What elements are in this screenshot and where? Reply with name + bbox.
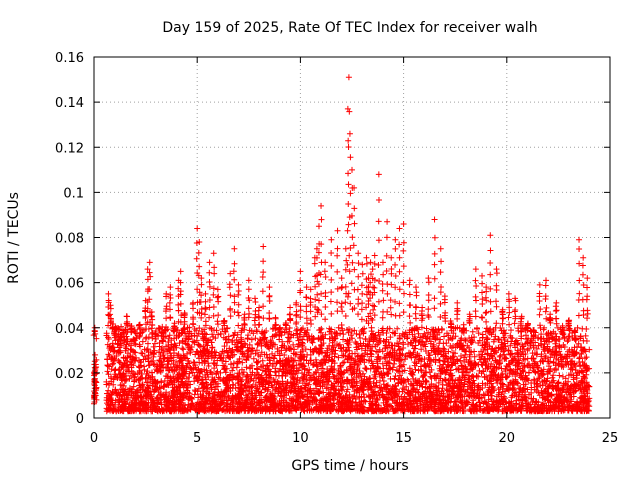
data-point	[181, 353, 188, 360]
data-point	[136, 382, 143, 389]
data-point	[104, 362, 111, 369]
data-point	[362, 365, 369, 372]
data-point	[418, 367, 425, 374]
data-point	[531, 376, 538, 383]
data-point	[340, 331, 347, 338]
data-point	[457, 357, 464, 364]
data-point	[495, 336, 502, 343]
data-point	[583, 354, 590, 361]
data-point	[583, 325, 590, 332]
data-point	[425, 363, 432, 370]
data-point	[191, 387, 198, 394]
data-points	[90, 74, 593, 415]
data-point	[190, 359, 197, 366]
data-point	[335, 324, 342, 331]
data-point	[280, 369, 287, 376]
data-point	[471, 353, 478, 360]
data-point	[400, 339, 407, 346]
data-point	[399, 385, 406, 392]
data-point	[380, 365, 387, 372]
data-point	[180, 346, 187, 353]
data-point	[222, 358, 229, 365]
data-point	[438, 327, 445, 334]
data-point	[239, 359, 246, 366]
data-point	[441, 333, 448, 340]
data-point	[244, 335, 251, 342]
data-point	[537, 335, 544, 342]
data-point	[141, 363, 148, 370]
data-point	[176, 340, 183, 347]
data-point	[166, 332, 173, 339]
data-point	[151, 340, 158, 347]
data-point	[233, 336, 240, 343]
data-point	[552, 340, 559, 347]
data-point	[357, 335, 364, 342]
data-point	[109, 340, 116, 347]
data-point	[335, 354, 342, 361]
data-point	[145, 325, 152, 332]
data-point	[363, 366, 370, 373]
data-point	[476, 352, 483, 359]
data-point	[248, 336, 255, 343]
data-point	[422, 347, 429, 354]
data-point	[221, 343, 228, 350]
data-point	[143, 370, 150, 377]
data-point	[336, 341, 343, 348]
data-point	[458, 352, 465, 359]
data-point	[291, 346, 298, 353]
data-point	[307, 351, 314, 358]
data-point	[254, 359, 261, 366]
data-point	[535, 389, 542, 396]
data-point	[137, 329, 144, 336]
data-point	[150, 361, 157, 368]
data-point	[400, 345, 407, 352]
data-point	[583, 338, 590, 345]
data-point	[138, 349, 145, 356]
data-point	[469, 328, 476, 335]
data-point	[229, 367, 236, 374]
data-point	[150, 343, 157, 350]
data-point	[274, 359, 281, 366]
data-point	[339, 359, 346, 366]
data-point	[435, 326, 442, 333]
data-point	[556, 372, 563, 379]
data-point	[391, 360, 398, 367]
data-point	[525, 345, 532, 352]
data-point	[203, 331, 210, 338]
data-point	[458, 362, 465, 369]
data-point	[144, 345, 151, 352]
data-point	[507, 327, 514, 334]
data-point	[382, 355, 389, 362]
data-point	[196, 325, 203, 332]
data-point	[470, 377, 477, 384]
data-point	[423, 325, 430, 332]
data-point	[340, 336, 347, 343]
data-point	[469, 373, 476, 380]
data-point	[139, 338, 146, 345]
data-point	[250, 355, 257, 362]
data-point	[556, 343, 563, 350]
data-point	[111, 367, 118, 374]
data-point	[179, 345, 186, 352]
data-point	[306, 377, 313, 384]
data-point	[471, 348, 478, 355]
data-point	[164, 361, 171, 368]
